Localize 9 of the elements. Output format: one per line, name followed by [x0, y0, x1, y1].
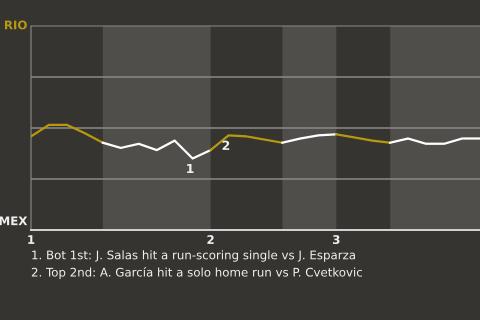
annotation: 2 — [222, 140, 230, 150]
x-tick-label: 1 — [28, 235, 34, 244]
text: 1. Bot 1st: J. Salas hit a run-scoring single vs J. Esparza — [32, 250, 355, 262]
annotation: 1 — [187, 164, 194, 174]
x-tick-label: 3 — [333, 235, 340, 244]
x-tick-label: 2 — [207, 235, 214, 244]
text: MEX — [0, 216, 28, 226]
text: 2. Top 2nd: A. García hit a solo home run vs P. Cvetkovic — [32, 267, 362, 279]
text: RIO — [4, 20, 27, 30]
